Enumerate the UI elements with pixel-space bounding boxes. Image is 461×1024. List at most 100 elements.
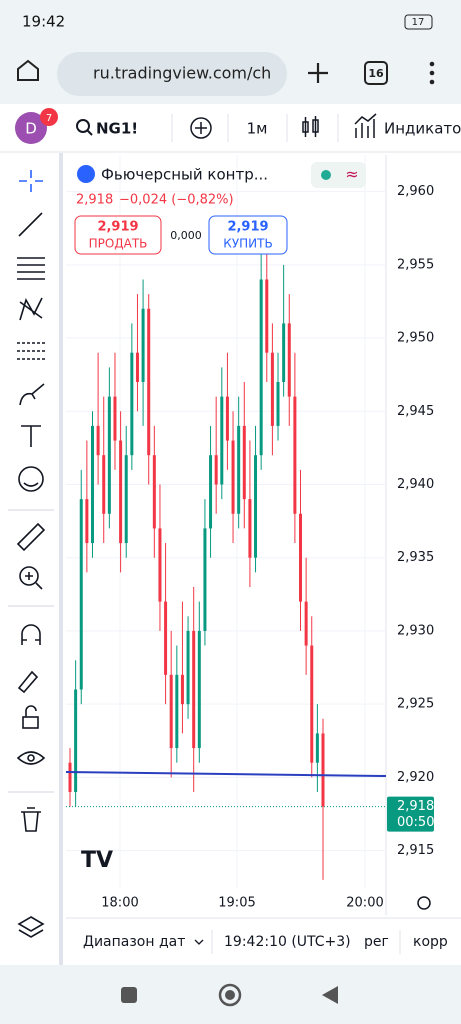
candle-body bbox=[130, 352, 134, 456]
candle-body bbox=[242, 425, 246, 500]
back-button[interactable] bbox=[322, 986, 338, 1004]
new-tab[interactable] bbox=[308, 63, 328, 83]
search-icon[interactable] bbox=[76, 119, 90, 133]
avatar[interactable] bbox=[15, 112, 47, 144]
tool-icons bbox=[8, 170, 54, 938]
candle-body bbox=[180, 674, 184, 705]
candle-body bbox=[119, 440, 123, 544]
recents-button[interactable] bbox=[121, 987, 137, 1003]
ruler-tool[interactable] bbox=[16, 522, 46, 552]
candle-body bbox=[96, 425, 100, 456]
interval[interactable]: 1м bbox=[247, 120, 268, 138]
crosshair-tool[interactable] bbox=[19, 170, 43, 192]
clock: 19:42 bbox=[22, 13, 65, 31]
symbol-logo bbox=[77, 165, 95, 183]
brush-tool[interactable] bbox=[19, 383, 45, 406]
tv-logo: TV bbox=[81, 848, 113, 873]
x-tick-label: 19:05 bbox=[218, 896, 255, 911]
candle-body bbox=[265, 279, 269, 353]
hide-tool[interactable] bbox=[16, 751, 46, 765]
last-price-box bbox=[387, 796, 434, 832]
tabs-button[interactable] bbox=[364, 61, 388, 85]
legend-price: 2,918 bbox=[76, 193, 113, 208]
tab-count: 16 bbox=[368, 67, 384, 80]
emoji-mouth bbox=[23, 482, 39, 487]
dropdown-caret bbox=[194, 939, 204, 945]
candle-body bbox=[259, 279, 263, 456]
candle-body bbox=[220, 396, 224, 485]
trendline-tool[interactable] bbox=[18, 212, 43, 237]
candle-body bbox=[254, 455, 258, 558]
candle-body bbox=[147, 308, 151, 456]
candle-body bbox=[90, 425, 94, 544]
home-button[interactable] bbox=[17, 59, 39, 81]
session[interactable]: рег bbox=[364, 934, 389, 950]
x-tick-label: 18:00 bbox=[101, 896, 138, 911]
adjust[interactable]: корр bbox=[413, 934, 448, 950]
menu-button[interactable] bbox=[429, 61, 435, 85]
candle-body bbox=[237, 425, 241, 514]
y-tick-label: 2,940 bbox=[397, 477, 434, 492]
indicators-icon[interactable] bbox=[354, 113, 377, 138]
candle-body bbox=[164, 601, 168, 675]
delete-tool[interactable] bbox=[21, 807, 41, 832]
sell-price: 2,919 bbox=[97, 220, 138, 235]
sell-button[interactable] bbox=[74, 215, 162, 255]
candle-body bbox=[310, 645, 314, 763]
countdown: 00:50 bbox=[397, 815, 434, 830]
candle-body bbox=[113, 396, 117, 441]
avatar-letter: D bbox=[25, 120, 37, 138]
y-tick-label: 2,960 bbox=[397, 184, 434, 199]
lock-tool[interactable] bbox=[22, 716, 39, 729]
candle-body bbox=[85, 499, 89, 544]
zoom-icon bbox=[25, 572, 43, 590]
object-tree[interactable] bbox=[17, 916, 45, 938]
candle-body bbox=[135, 352, 139, 382]
buy-label: КУПИТЬ bbox=[223, 237, 272, 251]
lock-shackle bbox=[25, 705, 37, 717]
settings-button[interactable] bbox=[417, 896, 431, 910]
y-tick-label: 2,925 bbox=[397, 697, 434, 712]
buy-button[interactable] bbox=[208, 215, 288, 255]
home-nav[interactable] bbox=[218, 983, 242, 1007]
url[interactable]: ru.tradingview.com/ch bbox=[93, 64, 271, 83]
lock-draw-tool[interactable] bbox=[17, 670, 39, 694]
zoom-tool[interactable] bbox=[19, 566, 39, 586]
candle-body bbox=[248, 499, 252, 558]
pattern-tool[interactable] bbox=[19, 297, 43, 321]
indicators[interactable]: Индикато bbox=[384, 120, 461, 138]
status-pill[interactable] bbox=[311, 162, 366, 188]
candle-body bbox=[315, 733, 319, 763]
magnet-tool[interactable] bbox=[21, 624, 41, 645]
x-tick-label: 20:00 bbox=[346, 896, 383, 911]
y-tick-label: 2,930 bbox=[397, 623, 434, 638]
fib-tool[interactable] bbox=[17, 257, 45, 280]
clock-tz[interactable]: 19:42:10 (UTC+3) bbox=[224, 934, 351, 950]
candle-body bbox=[270, 352, 274, 426]
candle-body bbox=[152, 455, 156, 529]
eye-pupil bbox=[27, 754, 35, 762]
text-tool[interactable] bbox=[21, 425, 41, 447]
candle-body bbox=[74, 689, 78, 792]
symbol[interactable]: NG1! bbox=[96, 120, 138, 138]
candle-body bbox=[79, 499, 83, 690]
compare-button[interactable] bbox=[190, 117, 212, 139]
candle-body bbox=[107, 396, 111, 514]
candle-body bbox=[304, 601, 308, 646]
candle-body bbox=[282, 323, 286, 382]
candle-body bbox=[203, 528, 207, 631]
candle-body bbox=[321, 733, 325, 807]
battery bbox=[404, 14, 433, 30]
candle-body bbox=[192, 630, 196, 749]
candle-body bbox=[293, 396, 297, 514]
candle-body bbox=[186, 630, 190, 705]
y-tick-label: 2,950 bbox=[397, 331, 434, 346]
url-field[interactable] bbox=[57, 52, 287, 96]
candle-body bbox=[287, 323, 291, 397]
chart-type-button[interactable] bbox=[302, 116, 319, 137]
date-range[interactable]: Диапазон дат bbox=[83, 934, 185, 950]
candle-body bbox=[124, 455, 128, 544]
emoji-tool[interactable] bbox=[18, 466, 44, 492]
